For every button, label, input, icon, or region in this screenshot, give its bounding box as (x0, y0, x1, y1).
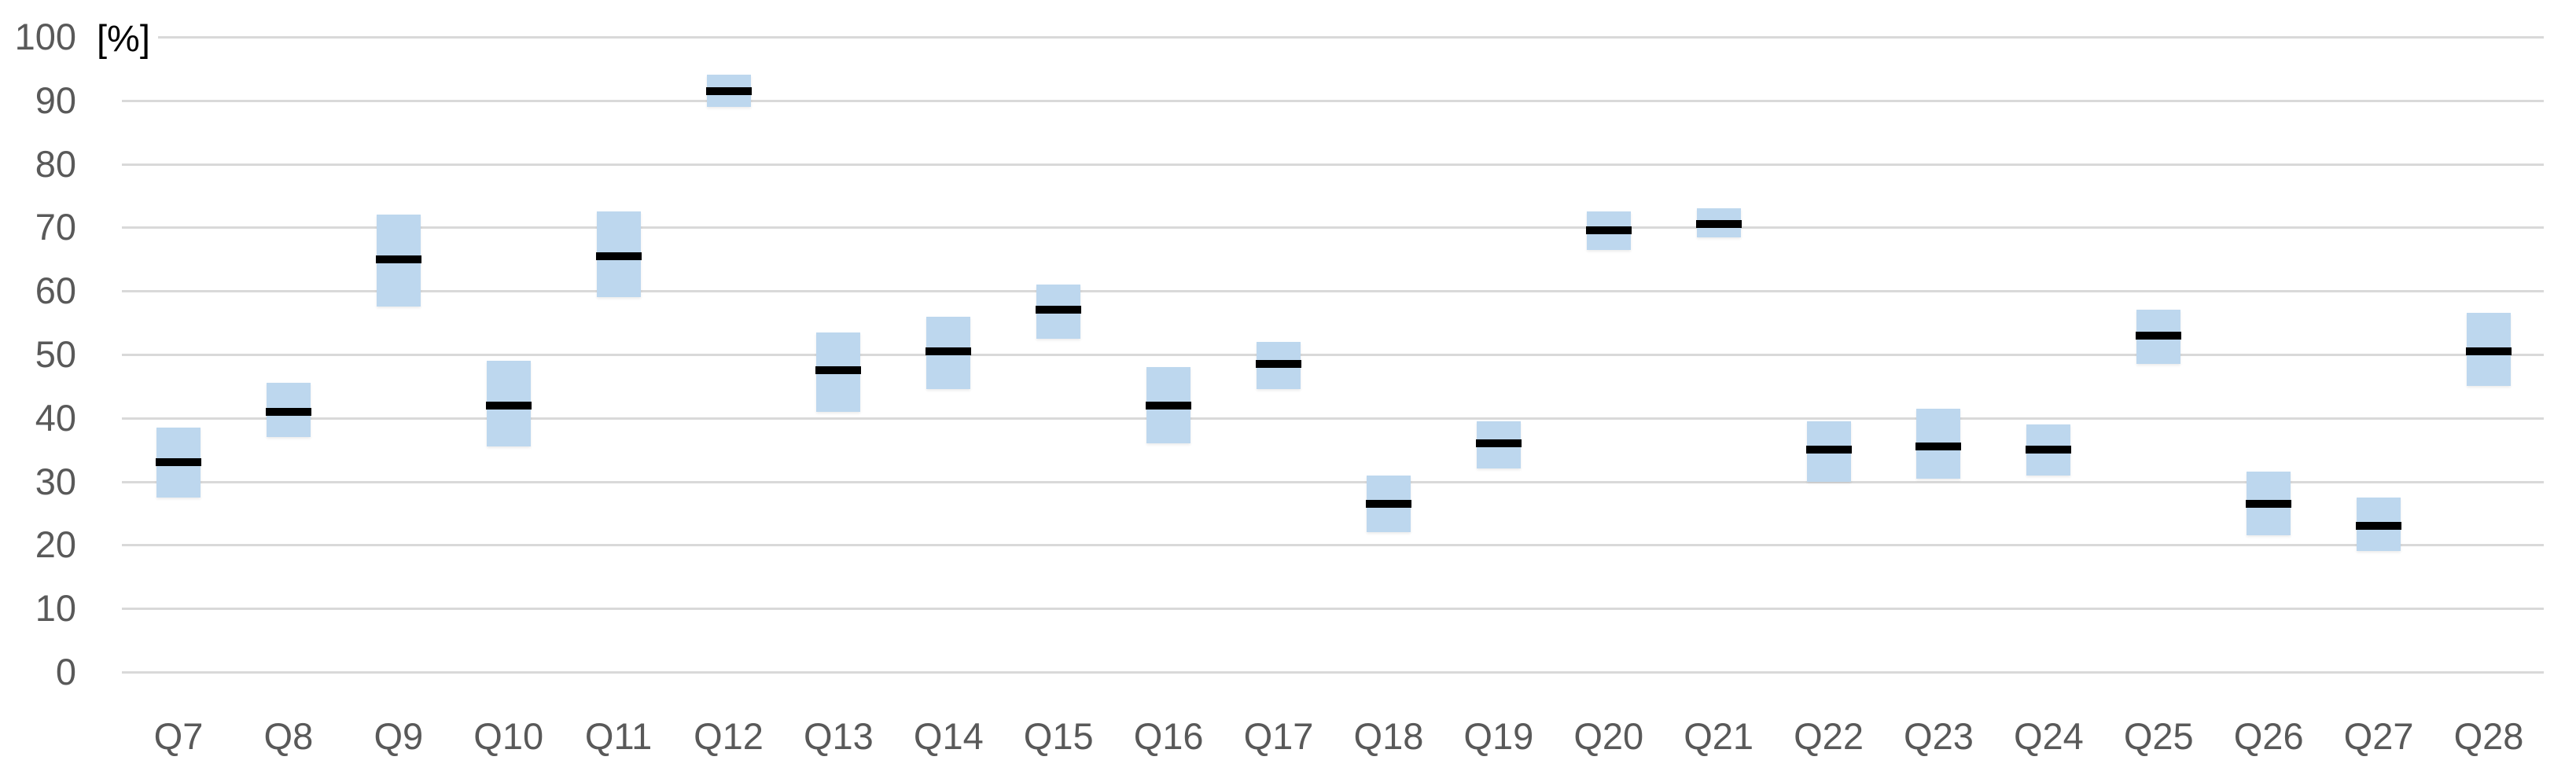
median-dash (1365, 499, 1411, 508)
x-axis-category-label: Q16 (1133, 715, 1204, 757)
median-dash (595, 252, 642, 260)
gridline (122, 480, 2544, 483)
gridline (122, 544, 2544, 547)
y-axis-tick-label: 90 (35, 79, 76, 121)
median-dash (485, 401, 532, 410)
median-dash (1256, 360, 1302, 369)
median-dash (1036, 306, 1082, 314)
x-axis-category-label: Q19 (1463, 715, 1534, 757)
x-axis-category-label: Q18 (1353, 715, 1424, 757)
percent-unit-label: [%] (97, 17, 158, 61)
x-axis-category-label: Q24 (2013, 715, 2084, 757)
median-dash (926, 347, 972, 355)
median-dash (705, 86, 752, 95)
x-axis-category-label: Q22 (1794, 715, 1864, 757)
median-dash (375, 255, 421, 263)
gridline (122, 36, 2544, 39)
median-dash (2356, 522, 2402, 531)
median-dash (2246, 499, 2292, 508)
x-axis-category-label: Q8 (263, 715, 314, 757)
median-dash (2466, 347, 2512, 355)
gridline (122, 290, 2544, 293)
y-axis-tick-label: 30 (35, 460, 76, 502)
x-axis-category-label: Q28 (2453, 715, 2524, 757)
x-axis-category-label: Q17 (1243, 715, 1314, 757)
x-axis-category-label: Q9 (374, 715, 424, 757)
median-dash (1915, 443, 1962, 451)
x-axis-category-label: Q15 (1023, 715, 1094, 757)
x-axis-category-label: Q10 (473, 715, 544, 757)
gridline (122, 354, 2544, 356)
median-dash (156, 458, 201, 467)
y-axis-tick-label: 70 (35, 206, 76, 248)
y-axis-tick-label: 0 (55, 651, 76, 692)
x-axis-category-label: Q25 (2123, 715, 2194, 757)
median-dash (1146, 401, 1192, 410)
y-axis-tick-label: 40 (35, 396, 76, 439)
median-dash (1695, 220, 1742, 229)
y-axis-tick-label: 100 (14, 16, 76, 57)
x-axis-category-label: Q14 (913, 715, 984, 757)
median-dash (2136, 331, 2182, 340)
median-dash (1805, 446, 1852, 454)
median-dash (1475, 439, 1522, 448)
gridline (122, 163, 2544, 166)
y-axis-tick-label: 10 (35, 587, 76, 630)
x-axis-category-label: Q27 (2343, 715, 2414, 757)
x-axis-category-label: Q13 (803, 715, 874, 757)
x-axis-category-label: Q26 (2233, 715, 2304, 757)
y-axis-tick-label: 80 (35, 142, 76, 185)
gridline (122, 417, 2544, 420)
x-axis-category-label: Q20 (1573, 715, 1644, 757)
y-axis-tick-label: 50 (35, 333, 76, 375)
x-axis-category-label: Q11 (584, 715, 653, 757)
median-dash (1585, 226, 1632, 235)
median-dash (265, 407, 311, 416)
median-dash (815, 366, 862, 375)
x-axis-category-label: Q12 (694, 715, 764, 757)
gridline (122, 99, 2544, 102)
x-axis-category-label: Q21 (1684, 715, 1754, 757)
x-axis-category-label: Q7 (153, 715, 204, 757)
gridline (122, 608, 2544, 611)
x-axis-category-label: Q23 (1904, 715, 1974, 757)
y-axis-tick-label: 20 (35, 523, 76, 566)
gridline (122, 671, 2544, 674)
median-dash (2026, 446, 2072, 454)
y-axis-tick-label: 60 (35, 270, 76, 312)
gridline (122, 226, 2544, 230)
